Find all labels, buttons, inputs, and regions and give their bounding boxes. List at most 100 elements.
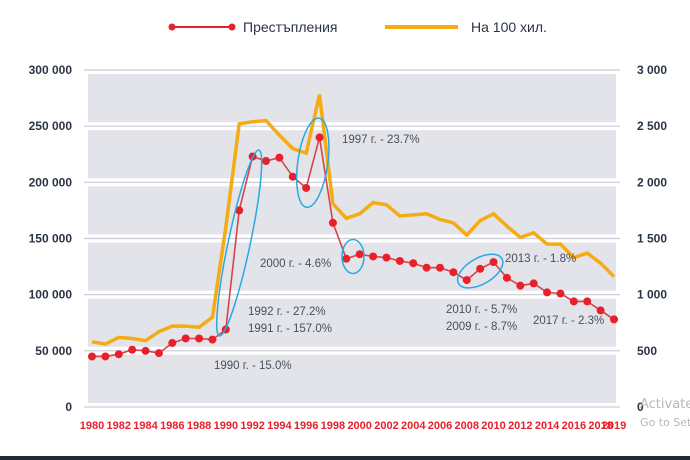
x-tick-label: 2010 — [481, 420, 505, 432]
annotation-label: 1991 г. - 157.0% — [248, 323, 332, 335]
data-point-crimes — [516, 281, 525, 290]
annotation-label: 1997 г. - 23.7% — [342, 134, 420, 146]
data-point-crimes — [181, 334, 190, 343]
plot-band — [88, 186, 616, 235]
data-point-crimes — [476, 264, 485, 273]
gridlines — [84, 69, 620, 408]
data-point-crimes — [168, 338, 177, 347]
y-right-tick-label: 500 — [637, 344, 657, 358]
x-tick-label: 2012 — [508, 420, 532, 432]
x-tick-label: 2004 — [401, 420, 426, 432]
x-tick-label: 2006 — [428, 420, 452, 432]
x-tick-label: 2018 — [588, 420, 612, 432]
y-left-tick-label: 250 000 — [29, 119, 73, 133]
y-right-tick-label: 0 — [637, 400, 644, 414]
series-line-crimes — [92, 137, 615, 358]
series-lines — [88, 94, 618, 361]
data-point-crimes — [462, 276, 471, 285]
activate-windows-watermark: Activate Go to Set — [640, 396, 690, 432]
data-point-crimes — [489, 258, 498, 267]
annotation-label: 2013 г. - 1.8% — [505, 253, 576, 265]
annotation-label: 1992 г. - 27.2% — [248, 306, 326, 318]
x-tick-label: 1994 — [267, 420, 292, 432]
legend-item-per-100k[interactable]: На 100 хил. — [385, 19, 547, 35]
data-point-crimes — [101, 352, 110, 361]
y-left-tick-label: 50 000 — [35, 344, 72, 358]
y-right-tick-label: 3 000 — [637, 63, 667, 77]
x-tick-label: 1988 — [187, 420, 211, 432]
x-tick-label: 2014 — [535, 420, 560, 432]
x-tick-label: 1998 — [321, 420, 345, 432]
x-tick-label: 2000 — [347, 420, 371, 432]
highlight-ellipse — [456, 253, 504, 289]
data-point-crimes — [342, 254, 351, 263]
data-point-crimes — [569, 297, 578, 306]
data-point-crimes — [235, 206, 244, 215]
x-tick-label: 1992 — [240, 420, 264, 432]
legend-crimes-marker — [228, 23, 236, 31]
data-point-crimes — [208, 335, 217, 344]
highlight-ellipse — [215, 149, 263, 337]
x-tick-label: 1990 — [214, 420, 238, 432]
data-point-crimes — [610, 315, 618, 324]
y-axis-left: 0 50 000 100 000 150 000 200 000 250 000 300 0… — [29, 63, 73, 414]
data-point-crimes — [262, 156, 270, 165]
y-right-tick-label: 2 000 — [637, 175, 667, 189]
x-tick-label: 1982 — [107, 420, 131, 432]
watermark-line2: Go to Set — [640, 416, 690, 429]
data-point-crimes — [583, 297, 592, 306]
watermark-line1: Activate — [640, 397, 690, 412]
data-point-crimes — [195, 334, 204, 343]
y-axis-right: 0 500 1 000 1 500 2 000 2 500 3 000 — [637, 63, 667, 414]
annotation-label: 2000 г. - 4.6% — [260, 258, 331, 270]
x-tick-label: 1986 — [160, 420, 184, 432]
plot-band — [88, 242, 616, 291]
x-axis: 1980 1982 1984 1986 1988 1990 1992 1994 1996 1998… — [80, 420, 626, 432]
y-right-tick-label: 1 000 — [637, 288, 667, 302]
data-point-crimes — [422, 263, 431, 272]
data-point-crimes — [141, 346, 150, 355]
legend-crimes-marker — [168, 23, 176, 31]
data-point-crimes — [328, 218, 337, 227]
plot-bands — [88, 74, 616, 403]
series-line-per-100k — [91, 94, 616, 346]
data-point-crimes — [596, 306, 605, 315]
data-point-crimes — [315, 133, 324, 142]
data-point-crimes — [154, 349, 163, 358]
annotation-label: 2010 г. - 5.7% — [446, 304, 517, 316]
y-right-tick-label: 1 500 — [637, 232, 667, 246]
annotation-label: 1990 г. - 15.0% — [214, 360, 292, 372]
data-point-crimes — [114, 350, 123, 359]
x-tick-label: 1980 — [80, 420, 104, 432]
y-left-tick-label: 0 — [65, 400, 72, 414]
x-tick-label: 2002 — [374, 420, 398, 432]
data-point-crimes — [556, 289, 565, 298]
x-tick-label: 2019 — [602, 420, 626, 432]
y-left-tick-label: 100 000 — [29, 288, 73, 302]
data-point-crimes — [409, 259, 418, 268]
legend-item-crimes[interactable]: Престъпления — [168, 19, 338, 35]
data-point-crimes — [395, 256, 404, 265]
data-point-crimes — [88, 352, 96, 361]
plot-band — [88, 298, 616, 347]
x-tick-label: 1996 — [294, 420, 318, 432]
taskbar-edge — [0, 456, 690, 460]
annotation-label: 2017 г. - 2.3% — [533, 315, 604, 327]
highlight-ellipses — [215, 117, 504, 337]
highlight-ellipse — [295, 117, 330, 209]
plot-band — [88, 74, 616, 123]
y-left-tick-label: 300 000 — [29, 63, 73, 77]
plot-band — [88, 130, 616, 179]
x-tick-label: 1984 — [133, 420, 158, 432]
legend: Престъпления На 100 хил. — [168, 19, 547, 35]
y-right-tick-label: 2 500 — [637, 119, 667, 133]
data-point-crimes — [529, 279, 538, 288]
data-point-crimes — [449, 268, 458, 277]
legend-per-100k-label: На 100 хил. — [471, 19, 547, 35]
data-point-crimes — [369, 252, 378, 261]
x-tick-label: 2008 — [455, 420, 479, 432]
x-tick-label: 2016 — [562, 420, 586, 432]
data-point-crimes — [543, 288, 552, 297]
data-point-crimes — [502, 273, 511, 282]
